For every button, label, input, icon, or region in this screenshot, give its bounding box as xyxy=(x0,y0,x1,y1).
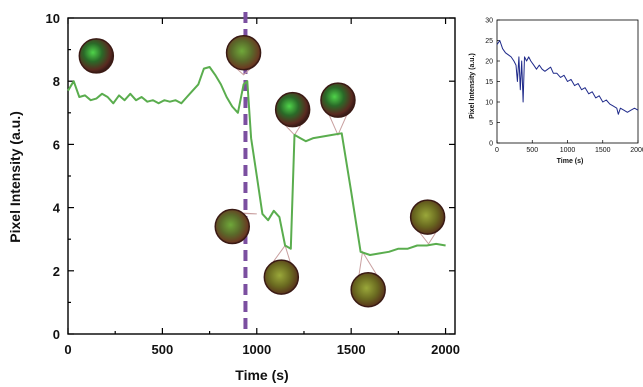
cell-image xyxy=(263,259,300,295)
inset-axes: 0 500 1000 1500 2000 0 5 10 15 20 25 30 xyxy=(485,18,643,155)
thumbnails xyxy=(78,35,446,308)
inset-x-tick-label: 1000 xyxy=(560,147,576,154)
cell-image xyxy=(320,82,356,118)
cell-image xyxy=(214,208,250,245)
inset-x-axis-title: Time (s) xyxy=(557,158,584,165)
inset-x-tick-label: 0 xyxy=(495,147,499,154)
x-tick-label: 2000 xyxy=(431,342,460,357)
x-axis-title: Time (s) xyxy=(235,367,288,383)
inset-y-tick-label: 20 xyxy=(485,59,493,66)
x-tick-label: 0 xyxy=(64,342,71,357)
inset-y-tick-label: 10 xyxy=(485,100,493,107)
cell-image xyxy=(225,35,262,71)
series xyxy=(67,66,446,256)
inset-y-tick-label: 5 xyxy=(489,120,493,127)
cell-image xyxy=(409,199,446,235)
inset-y-tick-label: 15 xyxy=(485,79,493,86)
y-tick-label: 2 xyxy=(53,264,60,279)
inset-x-tick-label: 1500 xyxy=(595,147,611,154)
y-tick-label: 0 xyxy=(53,327,60,342)
y-tick-label: 8 xyxy=(53,74,60,89)
inset-y-tick-label: 25 xyxy=(485,38,493,45)
plot-frame xyxy=(67,17,456,335)
inset-y-tick-label: 0 xyxy=(489,141,493,148)
y-tick-label: 4 xyxy=(53,201,61,216)
inset-series xyxy=(496,40,639,115)
inset-chart: 0 500 1000 1500 2000 0 5 10 15 20 25 30 Time (s) Pi… xyxy=(469,18,643,166)
cell-image xyxy=(78,38,115,74)
inset-x-tick-label: 500 xyxy=(526,147,538,154)
x-tick-label: 1000 xyxy=(242,342,271,357)
cell-image xyxy=(274,91,311,128)
y-tick-label: 6 xyxy=(53,137,60,152)
intensity-line xyxy=(67,66,446,256)
main-chart: 0 500 1000 1500 2000 0 2 4 6 8 10 Time (s) Pixel I… xyxy=(7,11,460,383)
y-axis-title: Pixel Intensity (a.u.) xyxy=(7,111,23,242)
x-tick-label: 500 xyxy=(152,342,174,357)
inset-y-axis-title: Pixel Intensity (a.u.) xyxy=(469,53,476,119)
inset-x-tick-label: 2000 xyxy=(630,147,643,154)
x-tick-label: 1500 xyxy=(337,342,366,357)
inset-y-tick-label: 30 xyxy=(485,18,493,25)
cell-image xyxy=(350,272,386,308)
y-tick-label: 10 xyxy=(46,11,60,26)
inset-intensity-line xyxy=(496,40,639,115)
